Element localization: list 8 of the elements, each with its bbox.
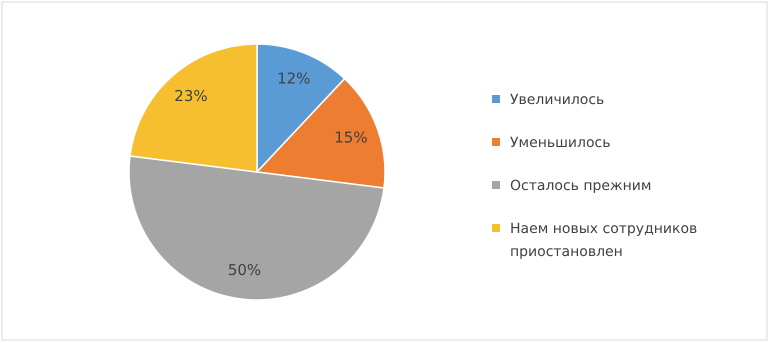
data-label: 23% xyxy=(174,87,208,106)
legend-label: Увеличилось xyxy=(510,92,604,108)
data-label: 15% xyxy=(334,128,368,146)
legend-label: Осталось прежним xyxy=(510,178,652,194)
data-label: 12% xyxy=(277,69,310,88)
data-label: 50% xyxy=(228,261,262,280)
legend-label: Наем новых сотрудников приостановлен xyxy=(510,221,698,260)
legend-label: Уменьшилось xyxy=(510,135,610,151)
